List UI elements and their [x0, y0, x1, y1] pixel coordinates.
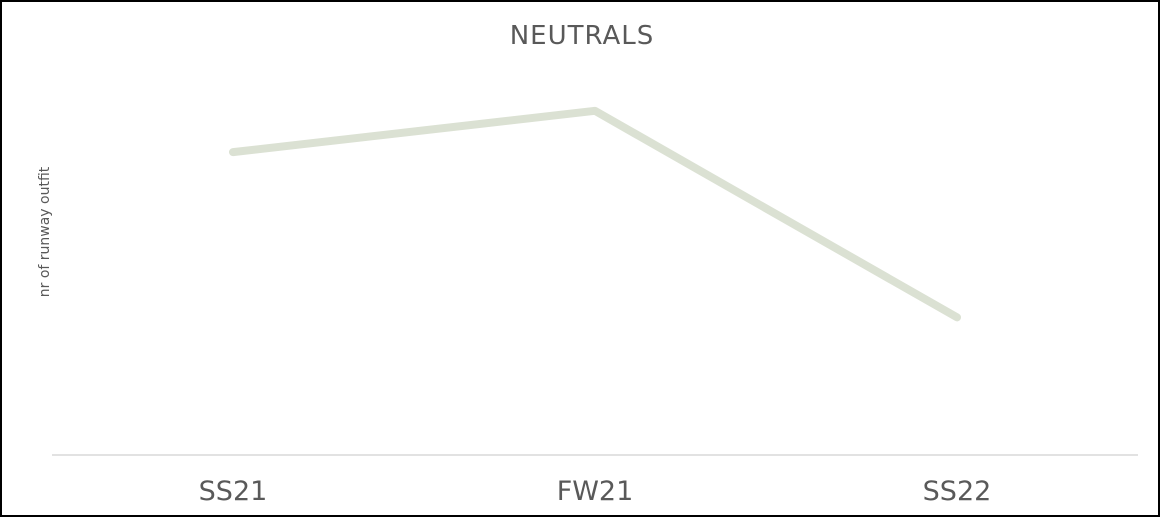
chart-title: NEUTRALS: [510, 21, 655, 51]
y-axis-label: nr of runway outfit: [37, 166, 53, 297]
x-tick-label: FW21: [557, 476, 634, 507]
x-tick-label: SS21: [199, 476, 268, 507]
series-line: [233, 111, 957, 318]
x-tick-label: SS22: [923, 476, 992, 507]
